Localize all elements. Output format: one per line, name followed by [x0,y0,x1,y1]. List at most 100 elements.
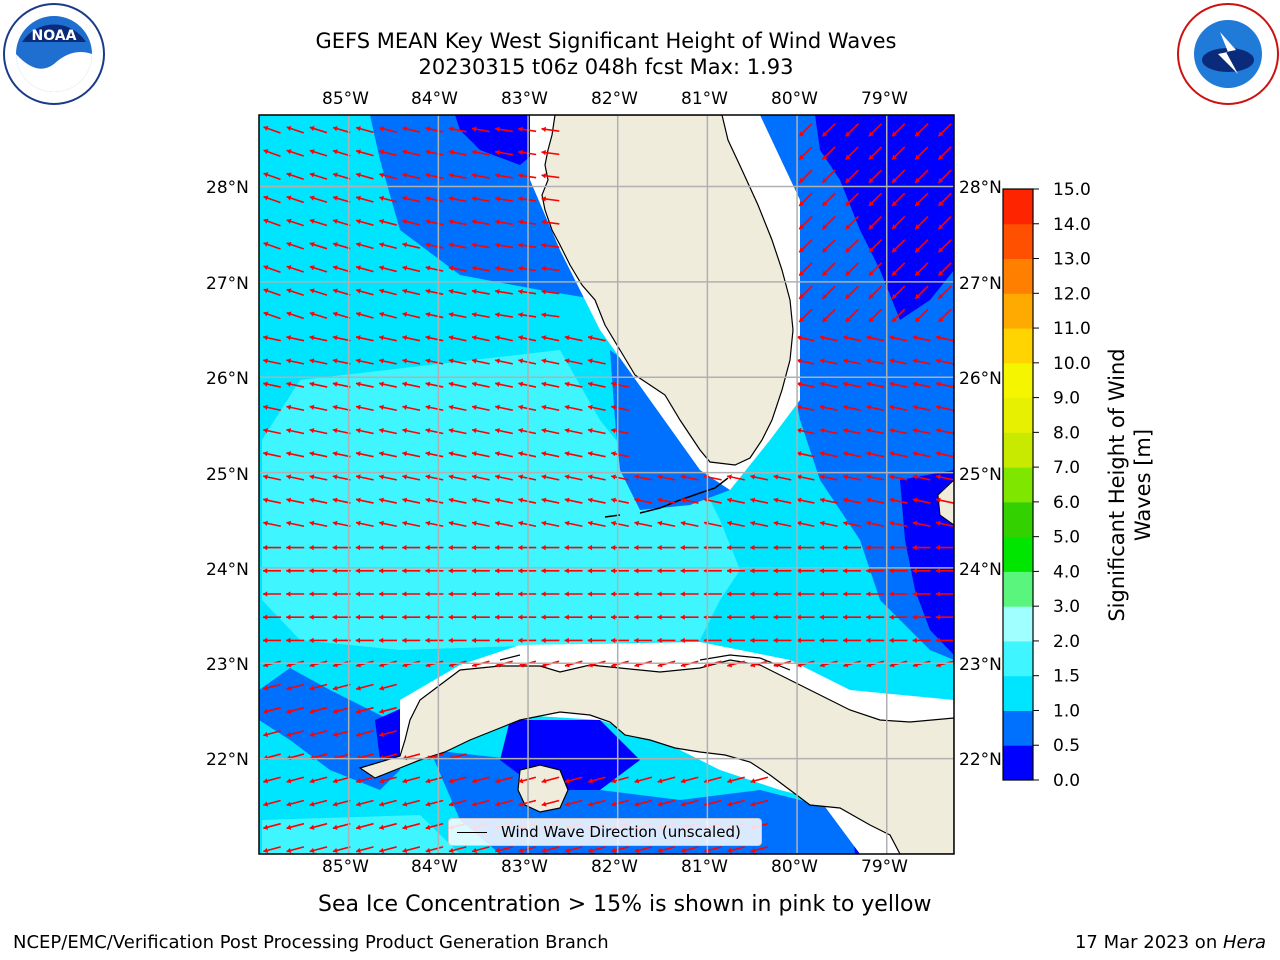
wave-direction-arrowhead [471,126,477,132]
wave-direction-arrowhead [379,149,385,155]
wave-direction-arrowhead [402,242,408,248]
wave-direction-arrowhead [495,497,500,503]
wave-direction-arrowhead [634,591,639,597]
wave-direction-arrowhead [819,335,825,341]
wave-direction-arrowhead [822,270,828,276]
wave-direction-arrowhead [355,520,361,527]
wave-direction-arrowhead [495,544,500,551]
wave-direction-arrowhead [402,544,407,551]
wave-direction-arrowhead [448,196,454,202]
wave-direction-arrowhead [495,149,500,156]
wave-direction-arrowhead [796,404,802,411]
nws-logo-icon [1176,2,1280,106]
wave-direction-arrowhead [402,195,408,202]
wave-direction-arrowhead [822,293,828,299]
wave-direction-arrowhead [425,614,430,620]
wave-direction-arrowhead [796,637,801,644]
colorbar-tick-label: 1.5 [1053,667,1080,687]
wave-direction-arrowhead [286,125,292,132]
wave-direction-arrowhead [518,219,523,225]
wave-direction-arrowhead [263,451,268,457]
land-cuba [358,659,954,854]
wave-direction-arrowhead [866,358,872,364]
wave-direction-arrowhead [892,201,897,206]
wave-direction-arrowhead [611,451,616,457]
noaa-logo-icon: NOAA [2,2,106,106]
colorbar-tick-label: 4.0 [1053,562,1080,582]
wave-direction-arrowhead [799,131,805,137]
wave-direction-arrowhead [495,427,500,434]
wave-direction-arrowhead [471,474,477,480]
wave-direction-arrowhead [587,427,593,434]
wave-direction-arrowhead [425,847,431,854]
wave-direction-arrowhead [938,224,944,230]
wave-direction-arrowhead [819,497,825,503]
wave-direction-arrowhead [379,381,384,387]
wave-direction-arrowhead [935,451,941,457]
wave-direction-arrowhead [938,247,944,253]
wave-direction-arrowhead [541,451,547,457]
wave-direction-arrowhead [286,172,292,178]
wave-direction-arrowhead [286,847,292,854]
wave-direction-arrowhead [495,265,500,272]
wave-direction-arrowhead [819,427,825,434]
colorbar-swatch [1003,258,1033,294]
wave-direction-arrowhead [448,427,454,434]
wave-direction-arrowhead [935,358,941,364]
wave-direction-arrowhead [819,404,825,411]
wave-direction-arrowhead [379,451,384,457]
wave-direction-arrowhead [845,247,851,253]
wave-direction-arrowhead [889,451,895,457]
wave-direction-arrowhead [518,778,524,784]
wave-direction-arrowhead [309,847,315,854]
wave-direction-arrowhead [915,131,921,137]
wave-direction-arrowhead [356,265,361,271]
wave-direction-arrowhead [892,247,897,253]
wave-direction-arrowhead [286,404,292,411]
wave-direction-arrowhead [356,149,361,155]
wave-direction-arrowhead [471,544,477,551]
wave-direction-arrowhead [425,427,431,434]
colorbar-label: Significant Height of Wind Waves [m] [1105,348,1155,622]
wave-direction-arrowhead [564,847,570,854]
wave-direction-arrowhead [935,591,941,597]
wave-direction-arrowhead [935,404,941,411]
wave-direction-arrowhead [634,801,640,807]
wave-direction-arrowhead [379,591,384,597]
wave-direction-arrowhead [309,311,315,317]
wave-direction-arrowhead [773,637,778,644]
lat-label-left: 28°N [206,178,249,198]
wave-direction-arrowhead [425,778,431,784]
wave-direction-arrowhead [750,520,756,527]
wave-direction-arrowhead [868,177,874,183]
wave-direction-arrowhead [379,637,384,644]
wave-direction-arrowhead [471,568,477,574]
wave-direction-arrowhead [286,335,292,341]
wave-direction-arrowhead [332,427,338,434]
wave-direction-arrowhead [379,685,385,691]
wave-direction-arrowhead [332,195,338,201]
colorbar-frame [1002,188,1034,781]
wave-direction-arrowhead [309,358,315,364]
wave-direction-arrowhead [309,218,315,224]
wave-direction-arrowhead [356,847,361,854]
wave-direction-arrowhead [495,847,501,854]
wave-direction-arrowhead [379,824,385,830]
wave-direction-arrowhead [750,591,755,597]
wave-direction-arrowhead [889,497,895,503]
wave-direction-arrowhead [425,801,431,807]
wave-direction-arrowhead [379,358,384,364]
wave-direction-arrowhead [425,219,431,225]
wave-direction-arrowhead [564,427,570,434]
wave-direction-arrowhead [379,195,385,202]
wave-direction-arrowhead [938,317,944,322]
lat-label-right: 23°N [959,655,1002,675]
wave-direction-arrowhead [657,614,662,620]
wave-direction-arrowhead [657,591,662,597]
colorbar-swatch [1003,362,1033,399]
wave-direction-arrowhead [680,520,686,527]
colorbar-tick-label: 7.0 [1053,458,1080,478]
wave-direction-arrowhead [822,317,828,322]
wave-direction-arrowhead [263,544,268,551]
wave-direction-arrowhead [750,637,755,644]
